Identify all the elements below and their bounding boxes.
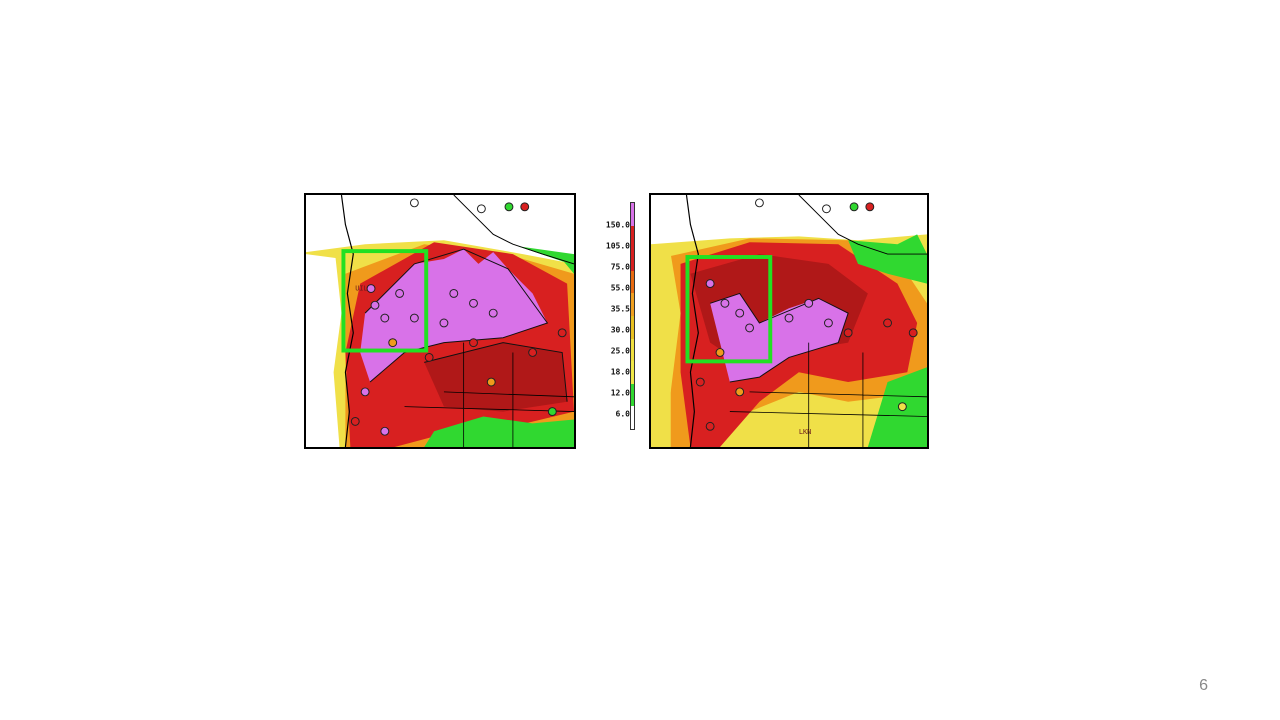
legend-swatch [631, 361, 634, 384]
legend-tick-label: 6.0 [615, 409, 630, 419]
map-right-graphic: LKN [651, 195, 927, 447]
legend-swatch [631, 270, 634, 294]
legend-swatch [631, 383, 634, 407]
legend-swatch [631, 315, 634, 339]
legend-tick-label: 105.0 [605, 241, 630, 251]
map-left-graphic: UIL [306, 195, 574, 447]
map-panel-left: UIL [304, 193, 576, 449]
legend-swatch [631, 293, 634, 316]
legend-swatch [631, 248, 634, 271]
legend-tick-label: 150.0 [605, 220, 630, 230]
legend-tick-label: 55.0 [610, 283, 630, 293]
station-label: UIL [355, 284, 367, 292]
legend-tick-label: 18.0 [610, 367, 630, 377]
legend-swatch [631, 338, 634, 362]
legend-swatch [631, 406, 634, 429]
legend-color-bar [630, 202, 635, 430]
page-number: 6 [1199, 677, 1208, 694]
legend-tick-label: 75.0 [610, 262, 630, 272]
legend-tick-label: 25.0 [610, 346, 630, 356]
map-panel-right: LKN [649, 193, 929, 449]
station-label: LKN [799, 428, 811, 436]
legend-swatch [631, 203, 634, 226]
color-legend: 150.0 105.0 75.0 55.0 35.5 30.0 25.0 18.0 12.0 6.… [604, 200, 638, 434]
legend-tick-label: 35.5 [610, 304, 630, 314]
legend-swatch [631, 225, 634, 249]
legend-tick-label: 30.0 [610, 325, 630, 335]
legend-tick-label: 12.0 [610, 388, 630, 398]
